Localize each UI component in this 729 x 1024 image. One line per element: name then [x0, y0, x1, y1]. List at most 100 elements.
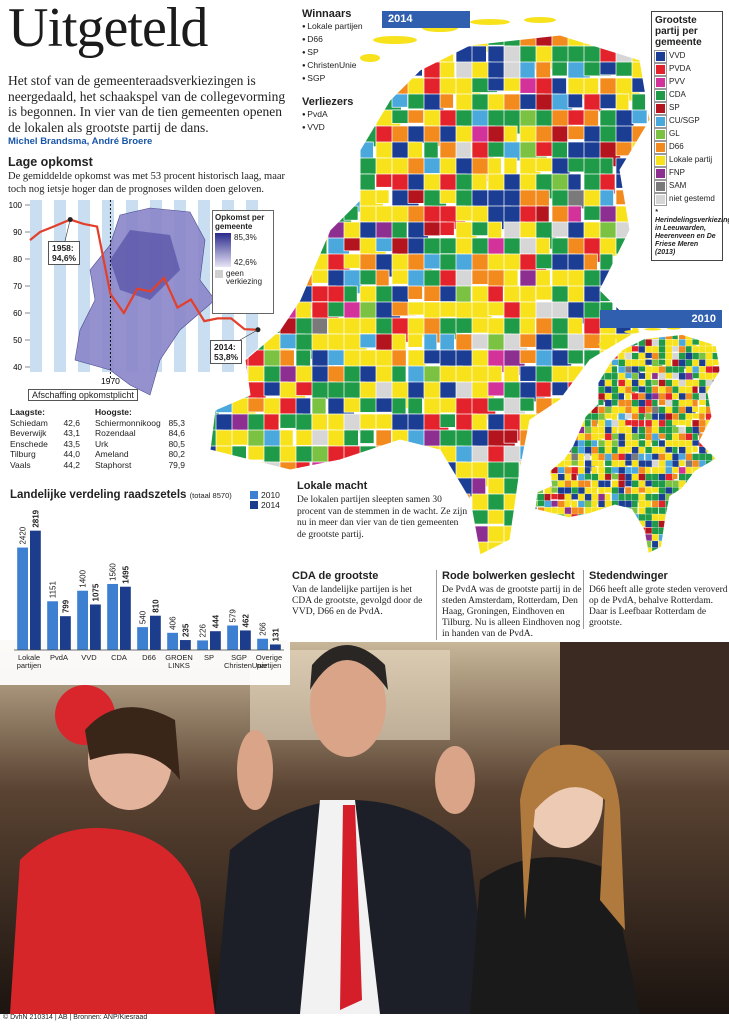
municipality — [698, 507, 705, 519]
municipality — [343, 205, 359, 221]
municipality — [407, 445, 425, 472]
place: Urk — [95, 438, 109, 449]
table-row: Enschede 43,5 — [10, 439, 80, 450]
list-item: ChristenUnie — [302, 59, 382, 72]
municipality — [535, 480, 538, 489]
municipality — [631, 189, 649, 209]
y-tick-label: 60 — [13, 309, 22, 318]
municipality — [611, 527, 622, 536]
municipality — [631, 339, 638, 346]
legend-entry: PVDA — [654, 63, 719, 76]
municipality — [638, 372, 647, 380]
column: Stedendwinger D66 heeft alle grote steden… — [583, 570, 729, 629]
municipality — [535, 413, 552, 437]
municipality — [719, 366, 721, 372]
municipality — [544, 520, 554, 529]
bar-panel — [0, 485, 290, 685]
municipality — [423, 35, 438, 48]
turnout-value: 43,1 — [63, 428, 80, 438]
legend-swatch — [654, 50, 667, 63]
municipality — [705, 507, 715, 517]
municipality — [571, 540, 582, 550]
municipality — [719, 547, 721, 554]
municipality — [671, 473, 678, 480]
turnout-value: 84,6 — [168, 428, 185, 438]
municipality — [564, 406, 575, 414]
island — [644, 327, 662, 331]
municipality — [544, 453, 553, 461]
municipality — [712, 473, 720, 481]
municipality — [645, 379, 652, 387]
column-text: De PvdA was de grootste partij in de ste… — [442, 585, 582, 639]
place: Staphorst — [95, 459, 132, 470]
municipality — [719, 507, 721, 519]
municipality — [638, 379, 646, 386]
municipality — [439, 35, 461, 50]
municipality — [537, 480, 547, 490]
municipality — [631, 253, 649, 268]
photo-person-left — [10, 828, 215, 1014]
municipality — [571, 406, 580, 415]
municipality — [615, 525, 637, 551]
municipality — [231, 445, 247, 465]
municipality — [311, 157, 338, 174]
municipality — [685, 500, 694, 512]
x-tick-label: VVD — [81, 653, 97, 662]
bar — [180, 640, 191, 650]
bar — [90, 604, 101, 650]
authors: Michel Brandsma, André Broere — [8, 136, 153, 147]
municipality — [719, 520, 721, 528]
municipality — [719, 487, 721, 495]
municipality — [698, 540, 706, 548]
municipality — [537, 534, 547, 541]
y-tick-label: 50 — [13, 336, 22, 345]
municipality — [583, 365, 598, 393]
municipality — [263, 45, 291, 71]
municipality — [692, 446, 698, 453]
municipality — [247, 461, 271, 489]
municipality — [557, 493, 566, 500]
municipality — [615, 205, 632, 223]
municipality — [311, 173, 327, 189]
municipality — [557, 540, 564, 551]
municipality — [535, 507, 537, 517]
municipality — [624, 345, 633, 354]
municipality — [210, 141, 223, 169]
municipality — [631, 520, 641, 527]
municipality — [618, 547, 630, 554]
municipality — [671, 547, 682, 554]
municipality — [712, 513, 719, 521]
municipality — [671, 527, 682, 535]
municipality — [591, 520, 598, 530]
municipality — [712, 480, 718, 487]
legend-swatch — [654, 102, 667, 115]
municipality — [263, 445, 282, 474]
municipality — [678, 487, 687, 498]
municipality — [712, 392, 720, 405]
municipality — [599, 509, 619, 535]
bar — [210, 631, 221, 650]
municipality — [719, 540, 721, 552]
municipality — [698, 480, 709, 492]
municipality — [577, 534, 589, 543]
municipality — [639, 554, 647, 560]
municipality — [519, 461, 547, 489]
municipality — [567, 541, 591, 555]
value-label: 226 — [199, 624, 208, 638]
municipality — [611, 433, 620, 440]
legend-entry: SP — [654, 102, 719, 115]
municipality — [564, 520, 577, 527]
municipality — [705, 500, 715, 508]
municipality — [583, 77, 599, 96]
municipality — [551, 534, 563, 544]
municipality — [678, 520, 686, 528]
municipality — [705, 460, 714, 470]
municipality — [665, 527, 672, 536]
annotation-line: 53,8% — [214, 352, 239, 362]
bar — [257, 638, 268, 650]
municipality — [631, 141, 650, 158]
annotation-line: 94,6% — [52, 253, 77, 263]
municipality — [359, 173, 376, 193]
municipality — [698, 527, 707, 538]
legend-label: D66 — [669, 142, 684, 151]
